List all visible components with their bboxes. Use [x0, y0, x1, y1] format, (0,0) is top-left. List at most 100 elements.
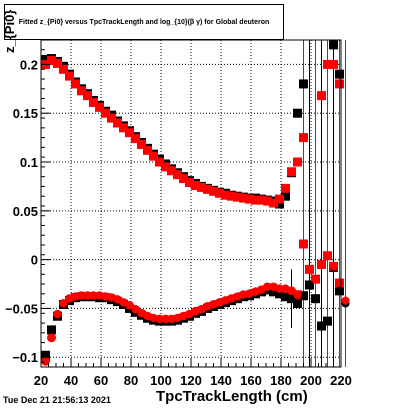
y-tick-label: −0.05 — [5, 301, 38, 316]
y-tick-label: −0.1 — [12, 350, 38, 365]
data-point-circle — [185, 310, 194, 319]
data-point-circle — [59, 299, 68, 308]
y-tick-label: 0.2 — [20, 57, 38, 72]
data-point-circle — [335, 279, 344, 288]
data-point-circle — [257, 285, 266, 294]
data-point-square — [335, 79, 344, 89]
data-point-circle — [287, 286, 296, 295]
data-point-square — [275, 199, 284, 209]
x-tick-label: 140 — [210, 373, 232, 388]
data-point-square — [53, 58, 62, 68]
data-point-circle — [299, 291, 308, 300]
data-point-square — [179, 174, 188, 184]
data-point-circle — [311, 294, 320, 303]
data-point-circle — [41, 357, 50, 366]
data-point-circle — [71, 292, 80, 301]
y-axis-label: z_{Pi0} — [2, 9, 17, 53]
data-point-square — [59, 64, 68, 74]
data-point-square — [281, 191, 290, 201]
data-point-square — [71, 79, 80, 89]
data-point-square — [173, 170, 182, 180]
data-point-square — [83, 91, 92, 101]
y-axis: −0.1 −0.05 0 0.05 0.1 0.15 0.2 — [5, 49, 50, 365]
data-point-square — [107, 113, 116, 123]
data-point-circle — [323, 251, 332, 260]
data-point-square — [137, 139, 146, 149]
chart-title-box: Fitted z_{Pi0} versus TpcTrackLength and… — [4, 4, 284, 40]
data-point-circle — [263, 282, 272, 291]
x-axis: 20 40 60 80 100 120 140 160 180 200 220 — [34, 359, 352, 388]
data-point-circle — [149, 314, 158, 323]
data-point-circle — [281, 292, 290, 301]
data-point-square — [119, 123, 128, 133]
y-tick-label: 0.1 — [20, 155, 38, 170]
data-point-circle — [89, 291, 98, 300]
data-point-circle — [227, 294, 236, 303]
data-point-circle — [245, 289, 254, 298]
data-point-square — [335, 69, 344, 79]
data-point-circle — [173, 314, 182, 323]
x-axis-label: TpcTrackLength (cm) — [156, 388, 308, 405]
data-point-square — [203, 184, 212, 194]
data-point-circle — [293, 299, 302, 308]
x-tick-label: 180 — [270, 373, 292, 388]
x-tick-label: 200 — [300, 373, 322, 388]
data-point-circle — [317, 260, 326, 269]
data-point-circle — [167, 315, 176, 324]
data-point-square — [131, 134, 140, 144]
data-points — [41, 40, 350, 366]
data-point-circle — [239, 290, 248, 299]
data-point-square — [41, 55, 50, 65]
data-point-circle — [293, 290, 302, 299]
data-point-square — [263, 196, 272, 206]
data-point-circle — [77, 291, 86, 300]
data-point-square — [143, 145, 152, 155]
x-tick-label: 40 — [64, 373, 78, 388]
x-tick-label: 220 — [330, 373, 352, 388]
data-point-circle — [221, 296, 230, 305]
data-point-circle — [335, 286, 344, 295]
data-point-square — [275, 194, 284, 204]
data-point-square — [77, 86, 86, 96]
data-point-square — [299, 133, 308, 143]
data-point-circle — [323, 317, 332, 326]
data-point-square — [185, 178, 194, 188]
data-point-circle — [311, 275, 320, 284]
data-point-circle — [143, 312, 152, 321]
data-point-circle — [287, 294, 296, 303]
data-point-square — [215, 188, 224, 198]
data-point-circle — [161, 315, 170, 324]
y-tick-label: 0.15 — [13, 106, 38, 121]
data-point-square — [101, 108, 110, 118]
data-point-square — [149, 151, 158, 161]
x-tick-label: 100 — [150, 373, 172, 388]
data-point-square — [221, 190, 230, 200]
data-point-circle — [119, 298, 128, 307]
data-point-circle — [113, 295, 122, 304]
data-point-circle — [341, 296, 350, 305]
data-point-circle — [317, 322, 326, 331]
data-point-circle — [65, 294, 74, 303]
data-point-circle — [281, 284, 290, 293]
data-point-square — [47, 55, 56, 65]
chart-title: Fitted z_{Pi0} versus TpcTrackLength and… — [18, 18, 270, 26]
data-point-circle — [95, 291, 104, 300]
data-point-square — [257, 195, 266, 205]
data-point-square — [113, 118, 122, 128]
timestamp-footer: Tue Dec 21 21:56:13 2021 — [3, 395, 111, 405]
data-point-circle — [209, 300, 218, 309]
data-point-circle — [275, 284, 284, 293]
error-bars — [291, 40, 346, 367]
data-point-square — [299, 79, 308, 89]
data-point-square — [269, 198, 278, 208]
data-point-circle — [47, 333, 56, 342]
data-point-circle — [125, 301, 134, 310]
data-point-circle — [137, 309, 146, 318]
data-point-circle — [47, 325, 56, 334]
x-tick-label: 60 — [94, 373, 108, 388]
data-point-circle — [269, 282, 278, 291]
y-tick-label: 0.05 — [13, 204, 38, 219]
data-point-square — [197, 182, 206, 192]
data-point-circle — [131, 305, 140, 314]
